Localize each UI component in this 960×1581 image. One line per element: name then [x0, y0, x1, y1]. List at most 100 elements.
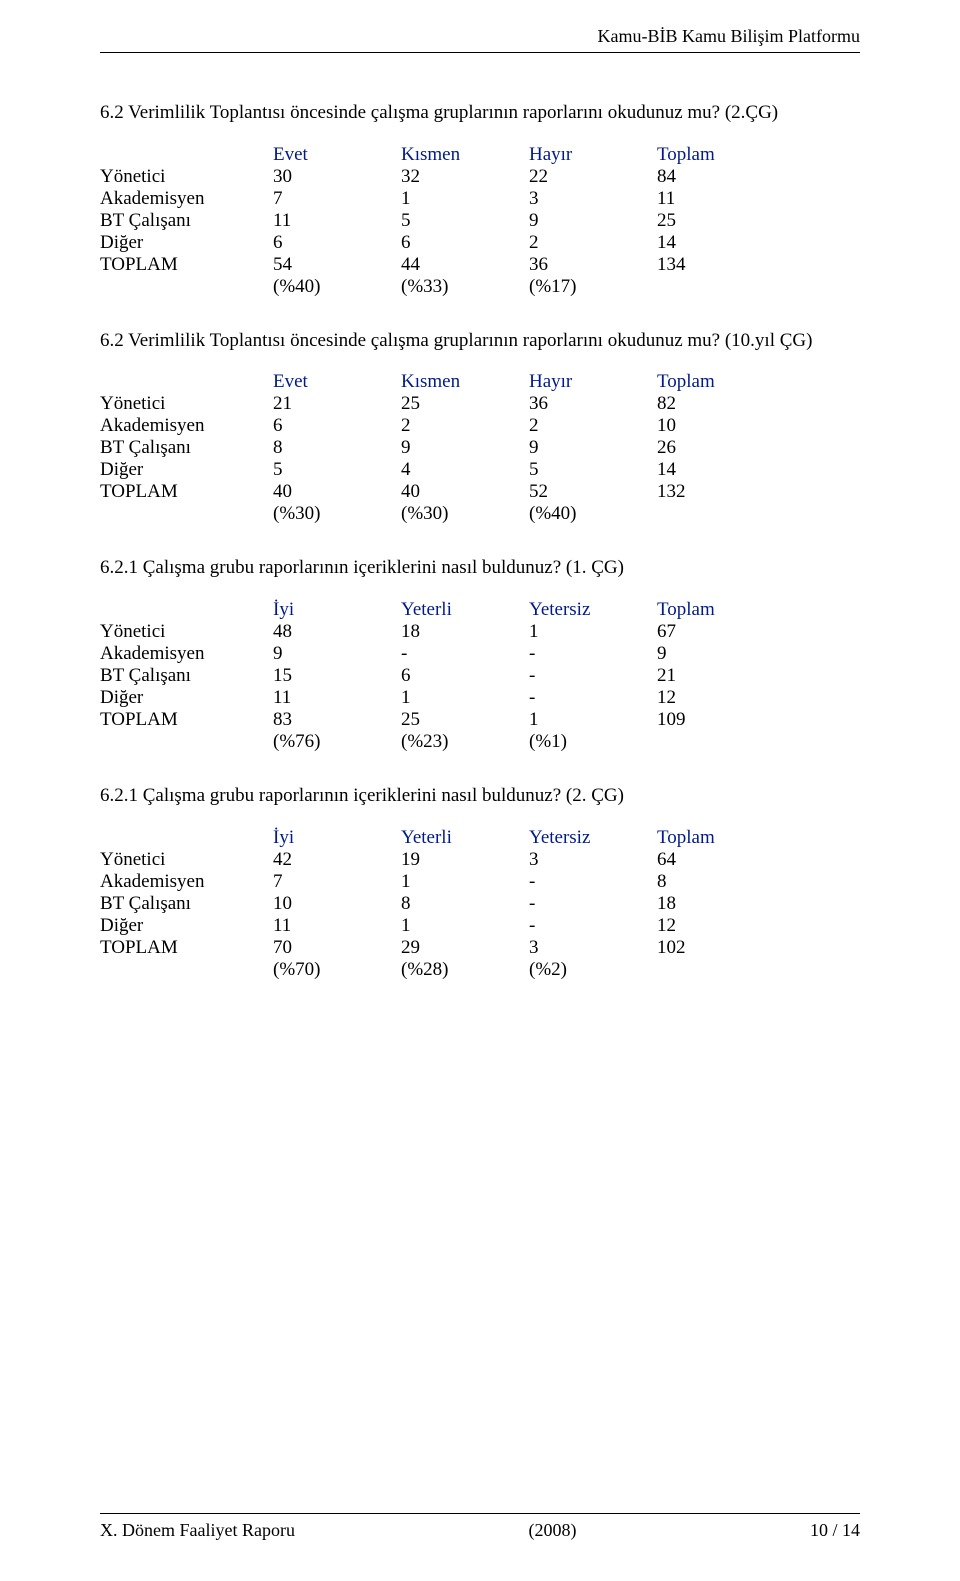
table-cell: -	[521, 643, 649, 665]
table-cell: 18	[649, 893, 777, 915]
table-cell: 1	[393, 915, 521, 937]
table-cell: 11	[265, 687, 393, 709]
table-cell: 82	[649, 393, 777, 415]
table-cell: 9	[521, 437, 649, 459]
table-cell: 14	[649, 232, 777, 254]
table-column-header: Yetersiz	[521, 827, 649, 849]
survey-table: EvetKısmenHayırToplamYönetici21253682Aka…	[100, 371, 777, 525]
table-column-header: Toplam	[649, 827, 777, 849]
row-label: BT Çalışanı	[100, 210, 265, 232]
table-cell: 12	[649, 915, 777, 937]
table-row: TOPLAM70293102	[100, 937, 777, 959]
table-row: Diğer111-12	[100, 687, 777, 709]
table-row: TOPLAM83251109	[100, 709, 777, 731]
table-cell: 102	[649, 937, 777, 959]
table-cell: 5	[393, 210, 521, 232]
table-cell: 9	[393, 437, 521, 459]
table-cell: 3	[521, 188, 649, 210]
table-cell: 4	[393, 459, 521, 481]
footer-rule	[100, 1513, 860, 1514]
table-cell: -	[521, 893, 649, 915]
table-cell: 29	[393, 937, 521, 959]
table-cell: 1	[393, 188, 521, 210]
table-cell: 21	[649, 665, 777, 687]
table-cell: 132	[649, 481, 777, 503]
table-cell: 8	[649, 871, 777, 893]
table-column-header: Toplam	[649, 144, 777, 166]
survey-table: İyiYeterliYetersizToplamYönetici4219364A…	[100, 827, 777, 981]
table-cell: 6	[393, 232, 521, 254]
table-column-header: Toplam	[649, 599, 777, 621]
table-cell: 64	[649, 849, 777, 871]
table-cell: 25	[393, 709, 521, 731]
table-header-row: İyiYeterliYetersizToplam	[100, 827, 777, 849]
question-text: 6.2.1 Çalışma grubu raporlarının içerikl…	[100, 783, 860, 809]
table-cell: 1	[521, 709, 649, 731]
survey-table: EvetKısmenHayırToplamYönetici30322284Aka…	[100, 144, 777, 298]
table-cell: 10	[265, 893, 393, 915]
footer-center: (2008)	[528, 1520, 576, 1541]
row-label: Akademisyen	[100, 188, 265, 210]
table-cell: 8	[393, 893, 521, 915]
table-cell: 26	[649, 437, 777, 459]
table-cell: 5	[521, 459, 649, 481]
table-column-header: İyi	[265, 599, 393, 621]
table-column-header: Hayır	[521, 144, 649, 166]
table-cell: 83	[265, 709, 393, 731]
table-header-row: İyiYeterliYetersizToplam	[100, 599, 777, 621]
table-cell: 5	[265, 459, 393, 481]
row-label: BT Çalışanı	[100, 893, 265, 915]
table-header-blank	[100, 144, 265, 166]
table-header-blank	[100, 827, 265, 849]
percent-cell: (%40)	[521, 503, 649, 525]
table-cell: 19	[393, 849, 521, 871]
percent-row-blank	[100, 731, 265, 753]
row-label: Yönetici	[100, 849, 265, 871]
percent-row-blank	[100, 503, 265, 525]
table-cell: 6	[393, 665, 521, 687]
table-cell: 10	[649, 415, 777, 437]
table-row: Akademisyen62210	[100, 415, 777, 437]
table-column-header: Hayır	[521, 371, 649, 393]
table-header-blank	[100, 599, 265, 621]
table-cell: 11	[265, 210, 393, 232]
table-column-header: Toplam	[649, 371, 777, 393]
row-label: Akademisyen	[100, 415, 265, 437]
table-cell: 11	[649, 188, 777, 210]
percent-cell: (%30)	[393, 503, 521, 525]
table-header-row: EvetKısmenHayırToplam	[100, 144, 777, 166]
row-label: Diğer	[100, 232, 265, 254]
table-column-header: Kısmen	[393, 371, 521, 393]
row-label: TOPLAM	[100, 481, 265, 503]
table-cell: 6	[265, 415, 393, 437]
table-cell: 134	[649, 254, 777, 276]
table-cell: 1	[521, 621, 649, 643]
table-cell: 9	[521, 210, 649, 232]
table-row: Diğer54514	[100, 459, 777, 481]
table-cell: 1	[393, 871, 521, 893]
table-cell: 25	[649, 210, 777, 232]
table-cell: 54	[265, 254, 393, 276]
percent-row-blank	[100, 276, 265, 298]
table-percent-row: (%70)(%28)(%2)	[100, 959, 777, 981]
table-cell: 3	[521, 937, 649, 959]
table-cell: 42	[265, 849, 393, 871]
row-label: BT Çalışanı	[100, 437, 265, 459]
table-row: Yönetici21253682	[100, 393, 777, 415]
table-cell: 52	[521, 481, 649, 503]
percent-cell-empty	[649, 731, 777, 753]
footer-right: 10 / 14	[810, 1520, 860, 1541]
row-label: BT Çalışanı	[100, 665, 265, 687]
percent-cell: (%23)	[393, 731, 521, 753]
table-cell: 2	[521, 232, 649, 254]
table-row: Diğer66214	[100, 232, 777, 254]
row-label: Diğer	[100, 459, 265, 481]
table-row: Diğer111-12	[100, 915, 777, 937]
table-cell: 7	[265, 188, 393, 210]
table-row: Akademisyen71311	[100, 188, 777, 210]
table-row: Yönetici30322284	[100, 166, 777, 188]
question-text: 6.2.1 Çalışma grubu raporlarının içerikl…	[100, 555, 860, 581]
percent-cell: (%17)	[521, 276, 649, 298]
row-label: Yönetici	[100, 166, 265, 188]
table-row: TOPLAM544436134	[100, 254, 777, 276]
